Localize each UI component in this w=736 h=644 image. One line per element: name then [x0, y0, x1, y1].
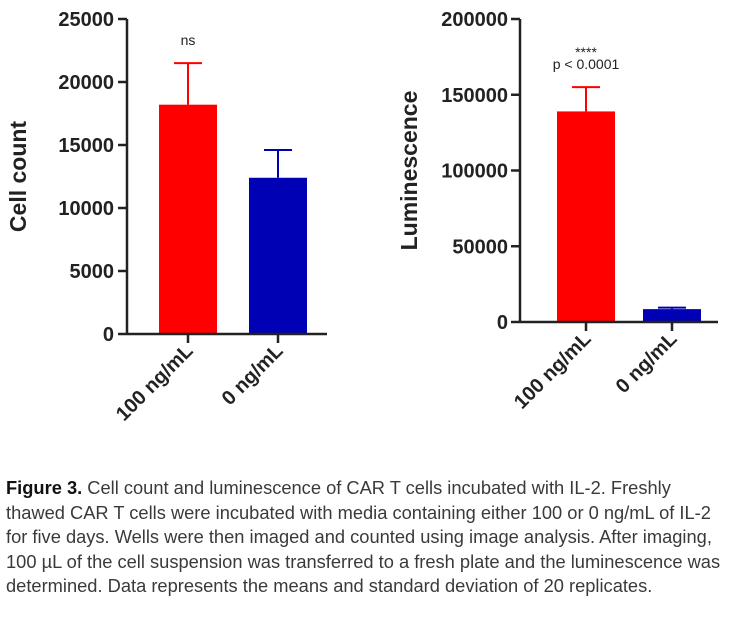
chart1-y-tick-label: 25000: [58, 9, 114, 31]
chart1-y-tick-label: 10000: [58, 198, 114, 220]
chart2-y-tick-label: 200000: [441, 9, 508, 31]
chart2-y-tick-label: 100000: [441, 161, 508, 183]
chart1-significance-label: ns: [181, 32, 196, 48]
chart2-significance-label: p < 0.0001: [553, 56, 620, 72]
chart2-bar: [643, 309, 701, 322]
chart2-bar: [557, 111, 615, 322]
chart2-x-tick-label: 100 ng/mL: [510, 328, 596, 414]
chart1-y-tick-label: 0: [103, 324, 114, 346]
chart2-x-tick-label: 0 ng/mL: [612, 328, 682, 398]
caption-lead: Figure 3.: [6, 477, 82, 498]
chart2-y-tick-label: 0: [497, 312, 508, 334]
caption-text: Cell count and luminescence of CAR T cel…: [6, 477, 720, 596]
chart1-bar: [249, 178, 307, 334]
chart1-y-tick-label: 20000: [58, 72, 114, 94]
chart1-y-tick-label: 15000: [58, 135, 114, 157]
chart1-x-tick-label: 100 ng/mL: [112, 340, 198, 426]
chart2-y-tick-label: 50000: [452, 236, 508, 258]
chart1-y-tick-label: 5000: [70, 261, 115, 283]
chart1-bar: [159, 105, 217, 334]
chart2-y-axis-label: Luminescence: [396, 91, 422, 251]
chart2-y-tick-label: 150000: [441, 85, 508, 107]
figure-caption: Figure 3. Cell count and luminescence of…: [6, 476, 732, 599]
chart1-y-axis-label: Cell count: [5, 121, 31, 233]
chart1-x-tick-label: 0 ng/mL: [218, 340, 288, 410]
